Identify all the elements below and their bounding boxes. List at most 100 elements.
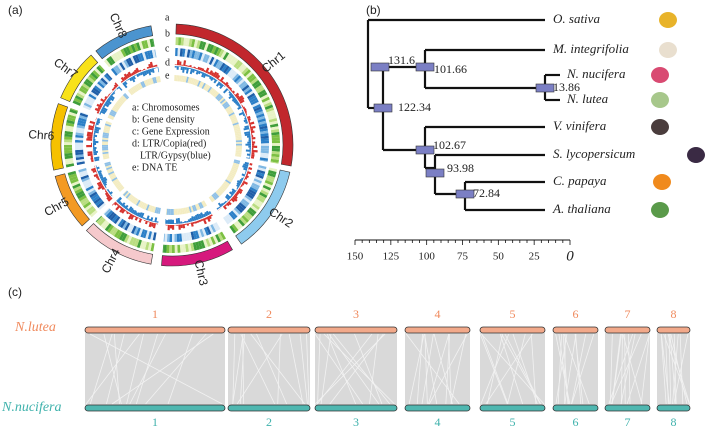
dna-te [112,178,119,184]
gene-expression [254,176,263,182]
chromosome-label: Chr3 [192,259,211,288]
ltr-copia [237,189,243,195]
gene-expression [260,133,269,137]
gene-density [89,209,98,218]
ltr-gypsy [101,106,108,112]
gene-expression [200,53,206,62]
dna-te [183,207,187,214]
ltr-copia [250,130,255,134]
gene-density [239,216,248,225]
gene-density [78,195,87,202]
dna-te [235,132,242,136]
gene-density [64,155,73,160]
gene-expression [191,50,196,59]
dna-te [105,164,112,169]
dna-te [107,115,114,120]
gene-expression [226,213,234,222]
dna-te [137,200,142,207]
gene-density [111,227,119,237]
dna-te [129,196,135,202]
gene-density [144,39,149,49]
axis-tick-label: 0 [566,248,574,264]
gene-expression [90,193,99,200]
ltr-copia [115,204,121,211]
ltr-gypsy [236,182,241,186]
ltr-copia [178,61,182,66]
gene-density [64,139,73,143]
gene-density [142,241,147,250]
synteny-link [113,333,120,405]
dna-te [234,131,241,134]
ltr-gypsy [147,69,152,76]
gene-expression [79,112,89,118]
ltr-copia [101,186,105,191]
gene-expression [223,65,230,74]
top-chromosome-number: 2 [266,307,272,321]
gene-density [135,42,142,51]
ltr-copia [91,167,96,172]
ltr-gypsy [249,147,251,150]
ltr-gypsy [184,67,188,70]
ltr-copia [233,194,238,200]
ltr-copia [182,224,186,229]
ltr-copia [178,224,181,230]
gene-expression [244,88,253,96]
dna-te [165,208,167,215]
dna-te [137,83,142,90]
ltr-gypsy [239,179,243,183]
ltr-gypsy [194,69,198,72]
ltr-copia [88,127,94,131]
dna-te [225,177,233,183]
ltr-copia [242,106,246,110]
gene-density [197,240,203,250]
ltr-copia [187,65,190,67]
ltr-gypsy [167,219,171,224]
dna-te [144,203,149,210]
gene-expression [81,176,90,183]
ltr-copia [227,85,231,89]
ltr-gypsy [140,212,145,219]
bottom-chromosome-number: 6 [573,415,579,428]
chromosome-label: Chr6 [28,127,55,143]
gene-density [227,54,234,64]
gene-expression [75,129,85,134]
gene-density [270,129,280,133]
gene-density [188,38,193,47]
ltr-gypsy [245,121,248,124]
gene-expression [203,227,210,236]
ltr-copia [191,66,194,68]
gene-expression [133,226,139,235]
ltr-gypsy [165,219,167,224]
dna-te [140,202,145,209]
ltr-gypsy [131,209,135,214]
dna-te [235,140,242,143]
ltr-copia [149,61,154,68]
ltr-gypsy [244,125,249,129]
gene-expression [184,48,189,58]
ltr-gypsy [144,217,147,220]
ltr-copia [224,81,229,87]
gene-density [109,226,117,235]
gene-density [191,38,196,48]
gene-expression [241,198,250,206]
dna-te [198,81,203,88]
gene-expression [257,118,266,123]
gene-density [201,41,207,51]
ltr-copia [180,224,183,229]
ltr-copia [190,222,194,227]
ltr-gypsy [191,216,195,222]
bottom-chromosome-number: 5 [510,415,516,428]
ltr-copia [133,215,137,218]
synteny-link [620,333,623,405]
gene-expression [228,212,236,220]
dna-te [175,208,178,215]
gene-density [82,201,92,209]
bottom-chromosome-number: 4 [435,415,441,428]
dna-te [222,101,228,107]
gene-density [262,99,272,106]
synteny-link [329,333,384,405]
dna-te [109,174,116,179]
gene-density [196,40,201,49]
ltr-copia [229,199,232,202]
gene-expression [188,232,193,241]
